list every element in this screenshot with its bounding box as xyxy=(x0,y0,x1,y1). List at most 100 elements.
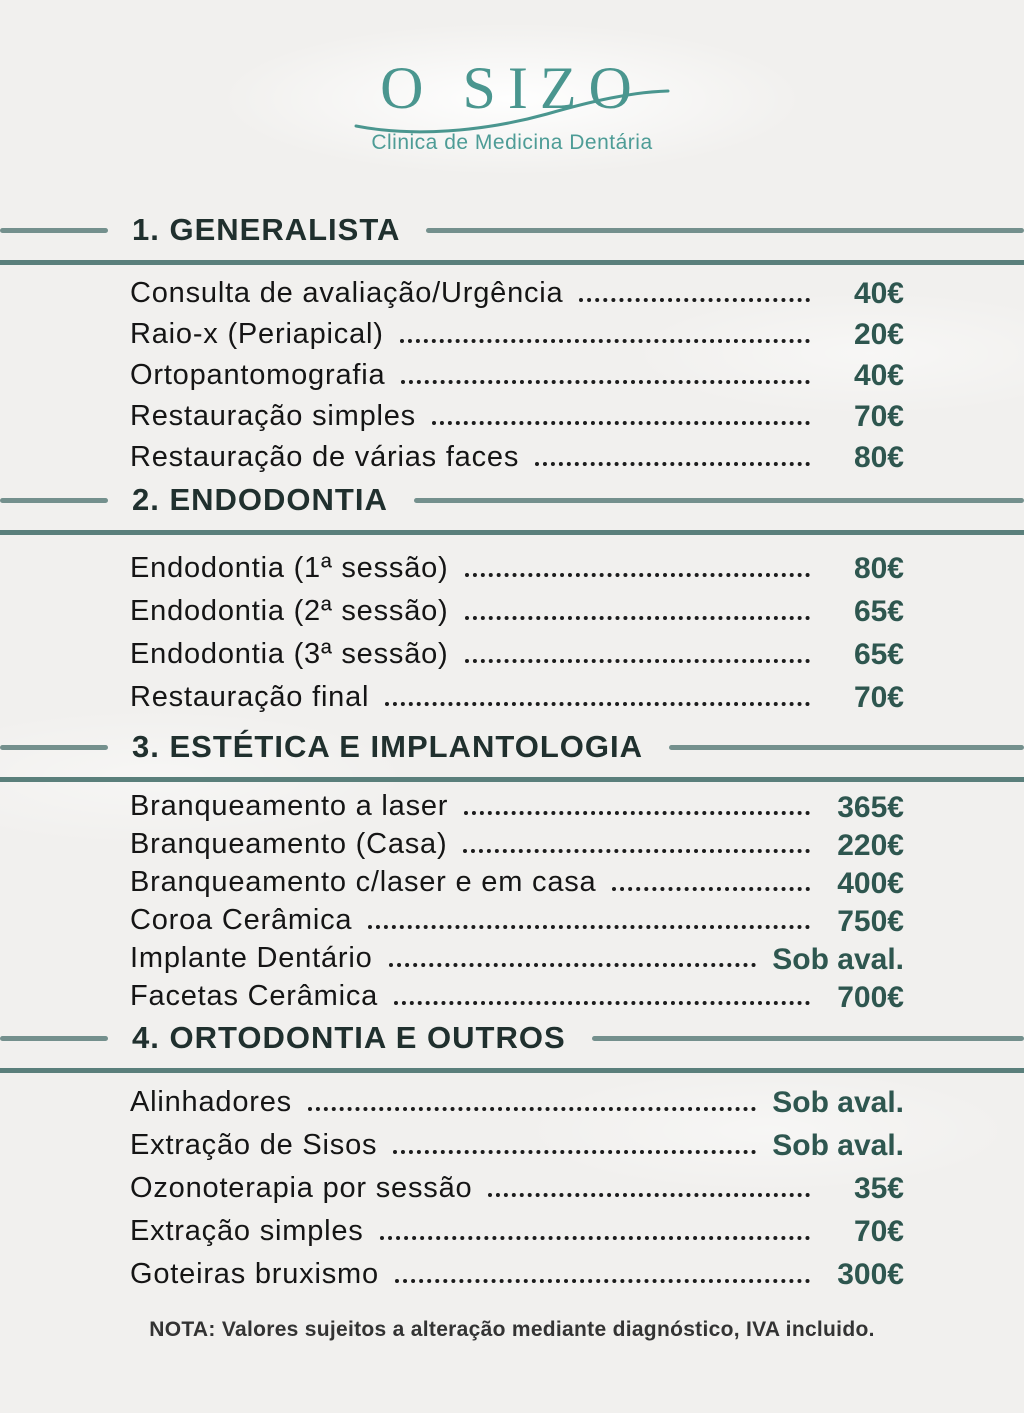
price-row: Facetas Cerâmica 700€ xyxy=(0,978,1024,1016)
price-row: Restauração de várias faces 80€ xyxy=(0,437,1024,478)
service-label: Restauração de várias faces xyxy=(130,440,520,473)
header-underline xyxy=(0,260,1024,265)
price-row: Ortopantomografia 40€ xyxy=(0,355,1024,396)
dotted-leader xyxy=(464,572,810,577)
price-row: Branqueamento c/laser e em casa 400€ xyxy=(0,864,1024,902)
service-price: 80€ xyxy=(853,552,904,585)
price-row: Restauração final 70€ xyxy=(0,676,1024,719)
price-row: Endodontia (1ª sessão) 80€ xyxy=(0,547,1024,590)
service-price: Sob aval. xyxy=(772,1086,904,1119)
service-label: Branqueamento a laser xyxy=(130,790,449,823)
menu-section: 1. GENERALISTA Consulta de avaliação/Urg… xyxy=(0,212,1024,478)
price-row: Goteiras bruxismo 300€ xyxy=(0,1253,1024,1296)
dotted-leader xyxy=(394,1278,810,1283)
price-list-poster: O SIZO Clinica de Medicina Dentária 1. G… xyxy=(0,48,1024,1413)
service-label: Coroa Cerâmica xyxy=(130,904,353,937)
dotted-leader xyxy=(388,963,757,967)
service-label: Consulta de avaliação/Urgência xyxy=(130,276,564,309)
service-price: 35€ xyxy=(853,1172,904,1205)
clinic-tagline: Clinica de Medicina Dentária xyxy=(371,131,653,154)
service-label: Branqueamento c/laser e em casa xyxy=(130,866,597,899)
section-items: Endodontia (1ª sessão) 80€ Endodontia (2… xyxy=(0,547,1024,719)
dotted-leader xyxy=(399,338,810,343)
section-header: 4. ORTODONTIA E OUTROS xyxy=(0,1020,1024,1073)
section-title: 1. GENERALISTA xyxy=(132,212,401,247)
service-label: Restauração final xyxy=(130,680,370,713)
service-price: 750€ xyxy=(837,904,904,938)
price-row: Consulta de avaliação/Urgência 40€ xyxy=(0,273,1024,314)
service-label: Extração de Sisos xyxy=(130,1128,378,1161)
service-label: Alinhadores xyxy=(130,1085,292,1118)
price-row: Raio-x (Periapical) 20€ xyxy=(0,314,1024,355)
service-price: 70€ xyxy=(853,1215,904,1248)
dotted-leader xyxy=(488,1192,810,1197)
service-price: 80€ xyxy=(853,441,904,474)
service-label: Endodontia (1ª sessão) xyxy=(130,551,449,584)
service-label: Implante Dentário xyxy=(130,942,373,975)
dotted-leader xyxy=(307,1106,757,1111)
service-price: 400€ xyxy=(837,866,904,900)
clinic-logo-text: O SIZO xyxy=(380,55,644,121)
service-price: 40€ xyxy=(853,359,904,392)
price-row: Branqueamento (Casa) 220€ xyxy=(0,826,1024,864)
dotted-leader xyxy=(612,887,810,891)
section-header: 1. GENERALISTA xyxy=(0,212,1024,265)
menu-section: 3. ESTÉTICA E IMPLANTOLOGIA Branqueament… xyxy=(0,729,1024,1016)
service-price: 220€ xyxy=(837,828,904,862)
menu-section: 2. ENDODONTIA Endodontia (1ª sessão) 80€… xyxy=(0,482,1024,719)
header-left-line xyxy=(0,497,108,503)
service-label: Endodontia (3ª sessão) xyxy=(130,637,449,670)
price-row: Alinhadores Sob aval. xyxy=(0,1081,1024,1124)
dotted-leader xyxy=(379,1235,810,1240)
dotted-leader xyxy=(535,461,810,466)
section-header-row: 3. ESTÉTICA E IMPLANTOLOGIA xyxy=(0,729,1024,765)
header-right-line xyxy=(426,227,1024,233)
section-title: 2. ENDODONTIA xyxy=(132,482,388,517)
header-underline xyxy=(0,530,1024,535)
dotted-leader xyxy=(394,1001,810,1005)
dotted-leader xyxy=(401,379,810,384)
section-title: 3. ESTÉTICA E IMPLANTOLOGIA xyxy=(132,729,643,764)
header-right-line xyxy=(413,497,1024,503)
service-price: 40€ xyxy=(853,277,904,310)
section-items: Alinhadores Sob aval. Extração de Sisos … xyxy=(0,1081,1024,1296)
service-label: Restauração simples xyxy=(130,399,416,432)
footer-note: NOTA: Valores sujeitos a alteração media… xyxy=(149,1318,875,1341)
service-price: Sob aval. xyxy=(772,1129,904,1162)
price-row: Implante Dentário Sob aval. xyxy=(0,940,1024,978)
header-left-line xyxy=(0,1035,108,1041)
dotted-leader xyxy=(393,1149,757,1154)
service-label: Ozonoterapia por sessão xyxy=(130,1171,473,1204)
price-list: 1. GENERALISTA Consulta de avaliação/Urg… xyxy=(0,212,1024,1296)
service-price: 70€ xyxy=(853,681,904,714)
dotted-leader xyxy=(432,420,810,425)
service-label: Branqueamento (Casa) xyxy=(130,828,448,861)
section-title: 4. ORTODONTIA E OUTROS xyxy=(132,1020,566,1055)
dotted-leader xyxy=(579,297,810,302)
price-row: Extração simples 70€ xyxy=(0,1210,1024,1253)
price-row: Restauração simples 70€ xyxy=(0,396,1024,437)
section-header: 2. ENDODONTIA xyxy=(0,482,1024,535)
clinic-logo-block: O SIZO Clinica de Medicina Dentária xyxy=(0,48,1024,156)
dotted-leader xyxy=(463,849,810,853)
dotted-leader xyxy=(464,658,810,663)
section-items: Consulta de avaliação/Urgência 40€ Raio-… xyxy=(0,273,1024,478)
dotted-leader xyxy=(464,615,810,620)
service-label: Ortopantomografia xyxy=(130,358,386,391)
service-price: Sob aval. xyxy=(772,942,904,976)
header-right-line xyxy=(668,744,1024,750)
service-label: Endodontia (2ª sessão) xyxy=(130,594,449,627)
service-price: 700€ xyxy=(837,980,904,1014)
service-price: 300€ xyxy=(837,1258,904,1291)
price-row: Endodontia (2ª sessão) 65€ xyxy=(0,590,1024,633)
section-header-row: 4. ORTODONTIA E OUTROS xyxy=(0,1020,1024,1056)
section-header: 3. ESTÉTICA E IMPLANTOLOGIA xyxy=(0,729,1024,782)
service-price: 70€ xyxy=(853,400,904,433)
dotted-leader xyxy=(464,811,810,815)
header-left-line xyxy=(0,744,108,750)
menu-section: 4. ORTODONTIA E OUTROS Alinhadores Sob a… xyxy=(0,1020,1024,1296)
service-price: 65€ xyxy=(853,595,904,628)
section-items: Branqueamento a laser 365€ Branqueamento… xyxy=(0,788,1024,1016)
header-right-line xyxy=(591,1035,1024,1041)
price-row: Endodontia (3ª sessão) 65€ xyxy=(0,633,1024,676)
